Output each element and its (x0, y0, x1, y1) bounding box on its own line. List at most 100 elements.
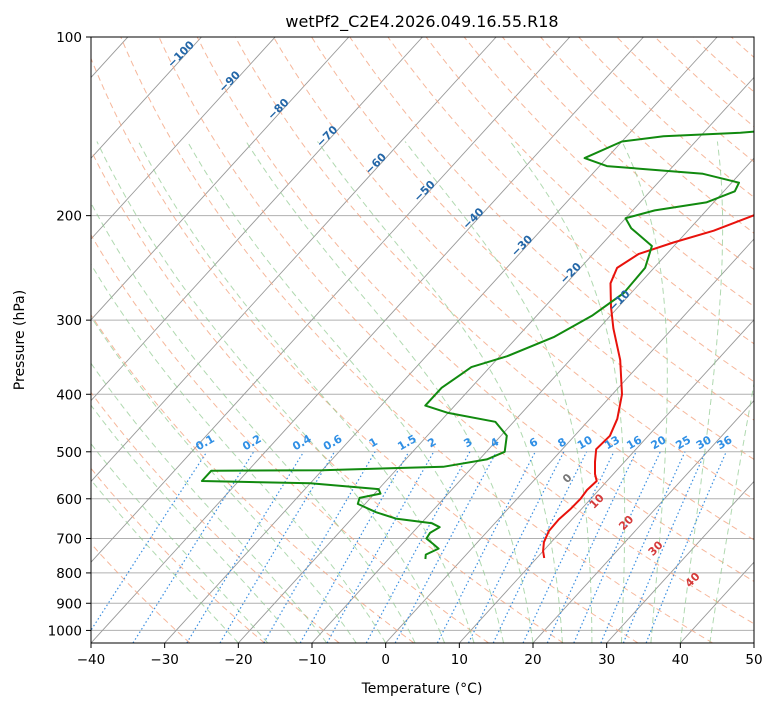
dry-adiabat-line (349, 37, 754, 421)
dry-adiabat-label: 10 (587, 491, 607, 511)
mixing-ratio-label: 1.5 (395, 432, 418, 453)
mixing-ratio-line (91, 451, 208, 632)
dry-adiabat-label: −50 (411, 178, 438, 205)
y-tick-label: 700 (56, 532, 82, 548)
isotherm-line (238, 76, 754, 643)
isotherm-line (91, 37, 350, 321)
dry-adiabat-line (234, 37, 754, 541)
dry-adiabat-line (654, 37, 754, 128)
y-tick-label: 200 (56, 209, 82, 225)
moist-adiabat-line (91, 479, 239, 643)
moist-adiabat-line (137, 141, 475, 643)
dry-adiabats (91, 37, 775, 643)
moist-adiabat-line (317, 141, 563, 643)
x-tick-label: −20 (224, 652, 253, 668)
moist-adiabat-line (245, 141, 534, 643)
x-tick-label: 50 (745, 652, 762, 668)
y-tick-label: 800 (56, 566, 82, 582)
mixing-ratio-label: 13 (602, 433, 622, 452)
dry-adiabat-line (273, 37, 754, 500)
x-tick-label: 0 (381, 652, 390, 668)
isotherm-line (753, 642, 754, 643)
temperature-profile-line (542, 213, 754, 559)
moist-adiabat-line (404, 141, 593, 643)
x-tick-label: −40 (77, 652, 106, 668)
mixing-ratio-label: 30 (694, 433, 714, 452)
dry-adiabat-label: −80 (265, 96, 292, 123)
mixing-ratio-line (492, 451, 588, 643)
x-tick-label: 20 (524, 652, 541, 668)
y-tick-label: 1000 (48, 623, 82, 639)
dry-adiabat-line (91, 233, 489, 643)
mixing-ratio-label: 8 (556, 435, 569, 450)
dry-adiabat-label: −60 (363, 150, 390, 177)
moist-adiabat-line (91, 442, 269, 643)
y-tick-label: 500 (56, 445, 82, 461)
dry-adiabat-line (91, 57, 639, 643)
mixing-ratio-line (326, 451, 435, 643)
mixing-ratio-label: 16 (624, 433, 644, 452)
isotherm-line (91, 37, 571, 563)
mixing-ratio-label: 10 (575, 433, 595, 452)
isobar-grid (91, 37, 754, 631)
dry-adiabat-line (770, 37, 775, 643)
y-tick-label: 400 (56, 387, 82, 403)
dry-adiabat-line (196, 37, 754, 582)
dry-adiabat-label: −90 (216, 68, 243, 95)
plot-frame (90, 36, 755, 644)
dry-adiabat-label: −30 (509, 232, 536, 259)
dry-adiabat-line (91, 391, 340, 643)
mixing-ratio-line (394, 451, 498, 643)
moist-adiabat-line (91, 362, 328, 643)
dry-adiabat-line (578, 37, 754, 198)
x-tick-label: 40 (672, 652, 689, 668)
isotherm-line (91, 37, 202, 159)
dry-adiabat-line (311, 37, 754, 460)
mixing-ratio-label: 36 (715, 433, 735, 452)
mixing-ratio-line (546, 451, 637, 643)
dry-adiabat-line (120, 37, 713, 643)
mixing-ratio-label: 6 (527, 435, 540, 450)
moist-adiabat-line (91, 404, 298, 643)
mixing-ratio-label: 3 (462, 435, 475, 450)
dry-adiabat-label: 0 (560, 471, 575, 486)
x-axis-title: Temperature (°C) (361, 681, 483, 697)
dry-adiabat-label: −100 (165, 38, 197, 70)
mixing-ratio-label: 25 (673, 433, 693, 452)
plot-area: −100−90−80−70−60−50−40−30−20−10010203040… (91, 37, 775, 643)
dry-adiabat-label: −70 (314, 123, 341, 150)
mixing-ratio-line (622, 451, 707, 643)
dry-adiabat-line (91, 543, 191, 643)
dry-adiabat-line (387, 37, 754, 383)
dry-adiabat-label: 20 (616, 513, 636, 533)
moist-adiabat-line (509, 141, 626, 643)
mixing-ratio-line (186, 451, 305, 643)
mixing-ratio-line (645, 451, 727, 643)
mixing-ratio-line (467, 451, 565, 643)
mixing-ratio-line (219, 451, 336, 643)
mixing-ratio-line (365, 451, 471, 643)
dewpoint-profile-line (200, 130, 754, 560)
x-axis-ticks: −40 −30 −20 −10 0 10 20 30 40 50 (77, 643, 763, 668)
dry-adiabat-line (91, 467, 265, 643)
isotherm-line (91, 37, 644, 643)
isotherm-line (459, 319, 754, 643)
mixing-ratio-label: 1 (367, 435, 380, 450)
sounding-series (200, 130, 754, 560)
y-tick-label: 900 (56, 596, 82, 612)
mixing-ratio-line (600, 451, 686, 643)
isotherm-line (532, 399, 754, 643)
y-tick-label: 300 (56, 313, 82, 329)
dry-adiabat-line (91, 149, 564, 643)
mixing-ratio-line (132, 451, 255, 643)
x-tick-label: 30 (598, 652, 615, 668)
y-tick-label: 600 (56, 492, 82, 508)
moist-adiabat-line (679, 141, 724, 643)
moist-adiabats (91, 141, 754, 643)
x-tick-label: 10 (451, 652, 468, 668)
mixing-ratio-label: 2 (425, 435, 438, 450)
dry-adiabat-line (425, 37, 754, 345)
isotherm-line (164, 37, 718, 643)
chart-title: wetPf2_C2E4.2026.049.16.55.R18 (285, 12, 558, 32)
